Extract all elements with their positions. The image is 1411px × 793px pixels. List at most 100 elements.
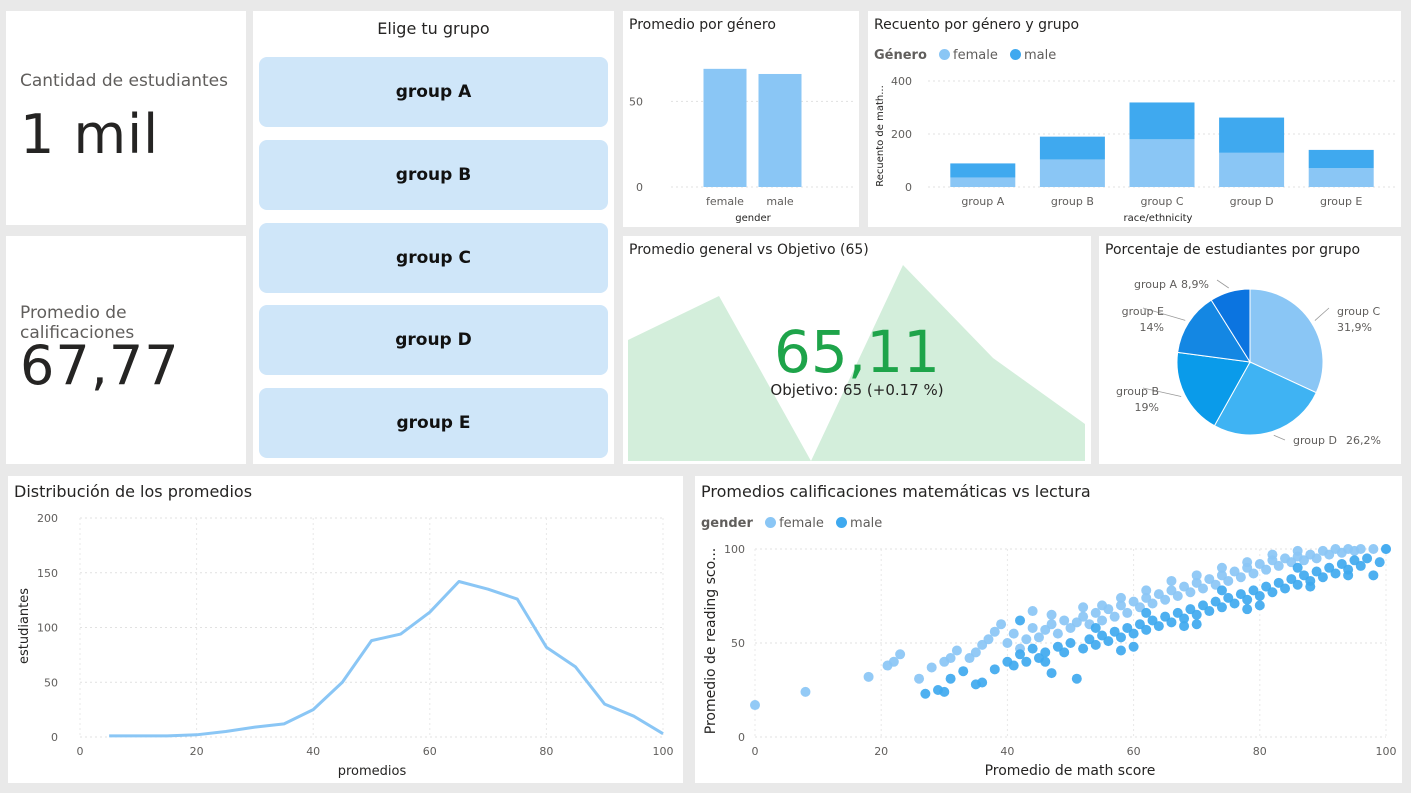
scatter-point-female bbox=[1292, 545, 1303, 556]
legend-dot-male bbox=[1010, 49, 1022, 60]
scatter-legend-female: female bbox=[779, 516, 824, 531]
scatter-point-male bbox=[1292, 579, 1303, 590]
x-tick-label: 40 bbox=[306, 745, 320, 758]
scatter-point-female bbox=[1097, 600, 1108, 611]
count-by-gender-group-chart: 0 200 400 group A group B group C group D group… bbox=[875, 75, 1396, 224]
scatter-point-female bbox=[1002, 638, 1013, 648]
scatter-point-female bbox=[1115, 600, 1126, 611]
scatter-point-female bbox=[1311, 553, 1322, 564]
distribution-title: Distribución de los promedios bbox=[14, 482, 253, 501]
x-tick-label: 0 bbox=[77, 745, 84, 758]
scatter-point-male bbox=[1330, 568, 1341, 579]
pie-leader-line bbox=[1142, 387, 1182, 397]
pie-label-pct: 14% bbox=[1140, 321, 1164, 334]
scatter-point-female bbox=[996, 619, 1007, 630]
scatter-point-male bbox=[1216, 585, 1227, 596]
y-tick-label: 0 bbox=[636, 181, 643, 194]
scatter-point-female bbox=[926, 662, 937, 673]
pct-by-group-chart: group C 31,9% group D 26,2% group B 19% group … bbox=[1116, 278, 1381, 447]
bar-male-group-E bbox=[1308, 149, 1374, 169]
scatter-point-male bbox=[977, 677, 988, 688]
pie-label-pct: 26,2% bbox=[1346, 434, 1381, 447]
bar-female-group-D bbox=[1219, 152, 1285, 187]
trend-area-shape bbox=[628, 265, 1085, 461]
bar-male-group-B bbox=[1039, 136, 1105, 160]
avg-by-gender-chart: 0 50 female male gender bbox=[629, 68, 853, 224]
y-tick-label: 50 bbox=[629, 95, 643, 108]
scatter-point-male bbox=[1015, 649, 1026, 660]
slicer-button-group-e[interactable]: group E bbox=[259, 388, 608, 458]
scatter-point-female bbox=[1008, 628, 1019, 639]
scatter-point-male bbox=[1355, 560, 1366, 571]
x-tick-label: 80 bbox=[1253, 745, 1267, 758]
scatter-point-male bbox=[1267, 587, 1278, 598]
scatter-point-female bbox=[1355, 544, 1366, 554]
x-tick-label: group B bbox=[1051, 195, 1094, 208]
scatter-point-male bbox=[1362, 553, 1373, 564]
scatter-point-female bbox=[863, 671, 874, 682]
scatter-point-male bbox=[1254, 591, 1265, 601]
scatter-point-male bbox=[1280, 583, 1291, 594]
scatter-point-male bbox=[1115, 645, 1126, 656]
y-tick-label: 200 bbox=[891, 128, 912, 141]
pie-leader-line bbox=[1273, 434, 1286, 441]
x-tick-label: group D bbox=[1230, 195, 1274, 208]
avg-vs-target-title: Promedio general vs Objetivo (65) bbox=[629, 242, 869, 258]
scatter-card: Promedios calificaciones matemáticas vs … bbox=[695, 476, 1402, 783]
scatter-point-female bbox=[1115, 592, 1126, 603]
pie-slice-group-C bbox=[1249, 288, 1324, 394]
scatter-point-female bbox=[1147, 598, 1158, 609]
scatter-point-male bbox=[1090, 622, 1101, 633]
kpi-average-card: Promedio de calificaciones 67,77 bbox=[6, 236, 246, 464]
scatter-point-male bbox=[1078, 643, 1089, 654]
pct-by-group-card: Porcentaje de estudiantes por grupo grou… bbox=[1099, 236, 1401, 464]
scatter-point-female bbox=[1267, 549, 1278, 560]
pie-label-name: group D bbox=[1293, 434, 1337, 447]
kpi-students-label: Cantidad de estudiantes bbox=[20, 71, 228, 91]
scatter-point-female bbox=[895, 649, 906, 660]
scatter-point-female bbox=[1046, 619, 1057, 630]
scatter-point-male bbox=[1229, 598, 1240, 609]
y-tick-label: 400 bbox=[891, 75, 912, 88]
scatter-point-male bbox=[1153, 621, 1164, 632]
scatter-point-female bbox=[1090, 607, 1101, 618]
slicer-button-group-d[interactable]: group D bbox=[259, 305, 608, 375]
y-axis-title: Recuento de math... bbox=[875, 85, 886, 187]
scatter-point-female bbox=[989, 626, 1000, 637]
scatter-point-male bbox=[1071, 673, 1082, 684]
scatter-point-female bbox=[983, 634, 994, 645]
scatter-point-male bbox=[1021, 656, 1032, 667]
scatter-point-female bbox=[750, 700, 760, 711]
scatter-point-male bbox=[1103, 636, 1114, 647]
distribution-card: Distribución de los promedios 0 50 100 150 2… bbox=[8, 476, 683, 783]
scatter-point-male bbox=[1090, 639, 1101, 650]
pie-label-pct: 19% bbox=[1135, 401, 1159, 414]
pie-leader-line bbox=[1142, 307, 1186, 321]
scatter-point-male bbox=[1191, 609, 1202, 620]
scatter-point-male bbox=[1368, 570, 1379, 581]
x-tick-label: 80 bbox=[539, 745, 553, 758]
bar-male bbox=[758, 73, 802, 187]
avg-vs-target-card: Promedio general vs Objetivo (65) 65,11 … bbox=[623, 236, 1091, 464]
scatter-title: Promedios calificaciones matemáticas vs … bbox=[701, 482, 1091, 501]
x-tick-label: male bbox=[766, 195, 794, 208]
scatter-point-female bbox=[970, 647, 981, 658]
x-tick-label: 20 bbox=[874, 745, 888, 758]
scatter-point-female bbox=[888, 656, 899, 667]
slicer-button-group-b[interactable]: group B bbox=[259, 140, 608, 210]
scatter-point-male bbox=[1179, 621, 1190, 632]
scatter-point-male bbox=[1059, 647, 1070, 658]
slicer-button-group-c[interactable]: group C bbox=[259, 223, 608, 293]
kpi-average-label: Promedio de calificaciones bbox=[20, 303, 135, 343]
y-axis-title: Promedio de reading sco... bbox=[703, 548, 719, 735]
scatter-point-female bbox=[1223, 575, 1234, 586]
slicer-button-group-a[interactable]: group A bbox=[259, 57, 608, 127]
scatter-point-male bbox=[920, 688, 931, 699]
x-axis-title: Promedio de math score bbox=[985, 763, 1156, 779]
trend-area bbox=[628, 265, 1085, 461]
x-tick-label: 20 bbox=[190, 745, 204, 758]
x-tick-label: 0 bbox=[752, 745, 759, 758]
scatter-point-male bbox=[1305, 581, 1316, 592]
scatter-point-female bbox=[1368, 544, 1379, 554]
scatter-point-female bbox=[1191, 570, 1202, 581]
